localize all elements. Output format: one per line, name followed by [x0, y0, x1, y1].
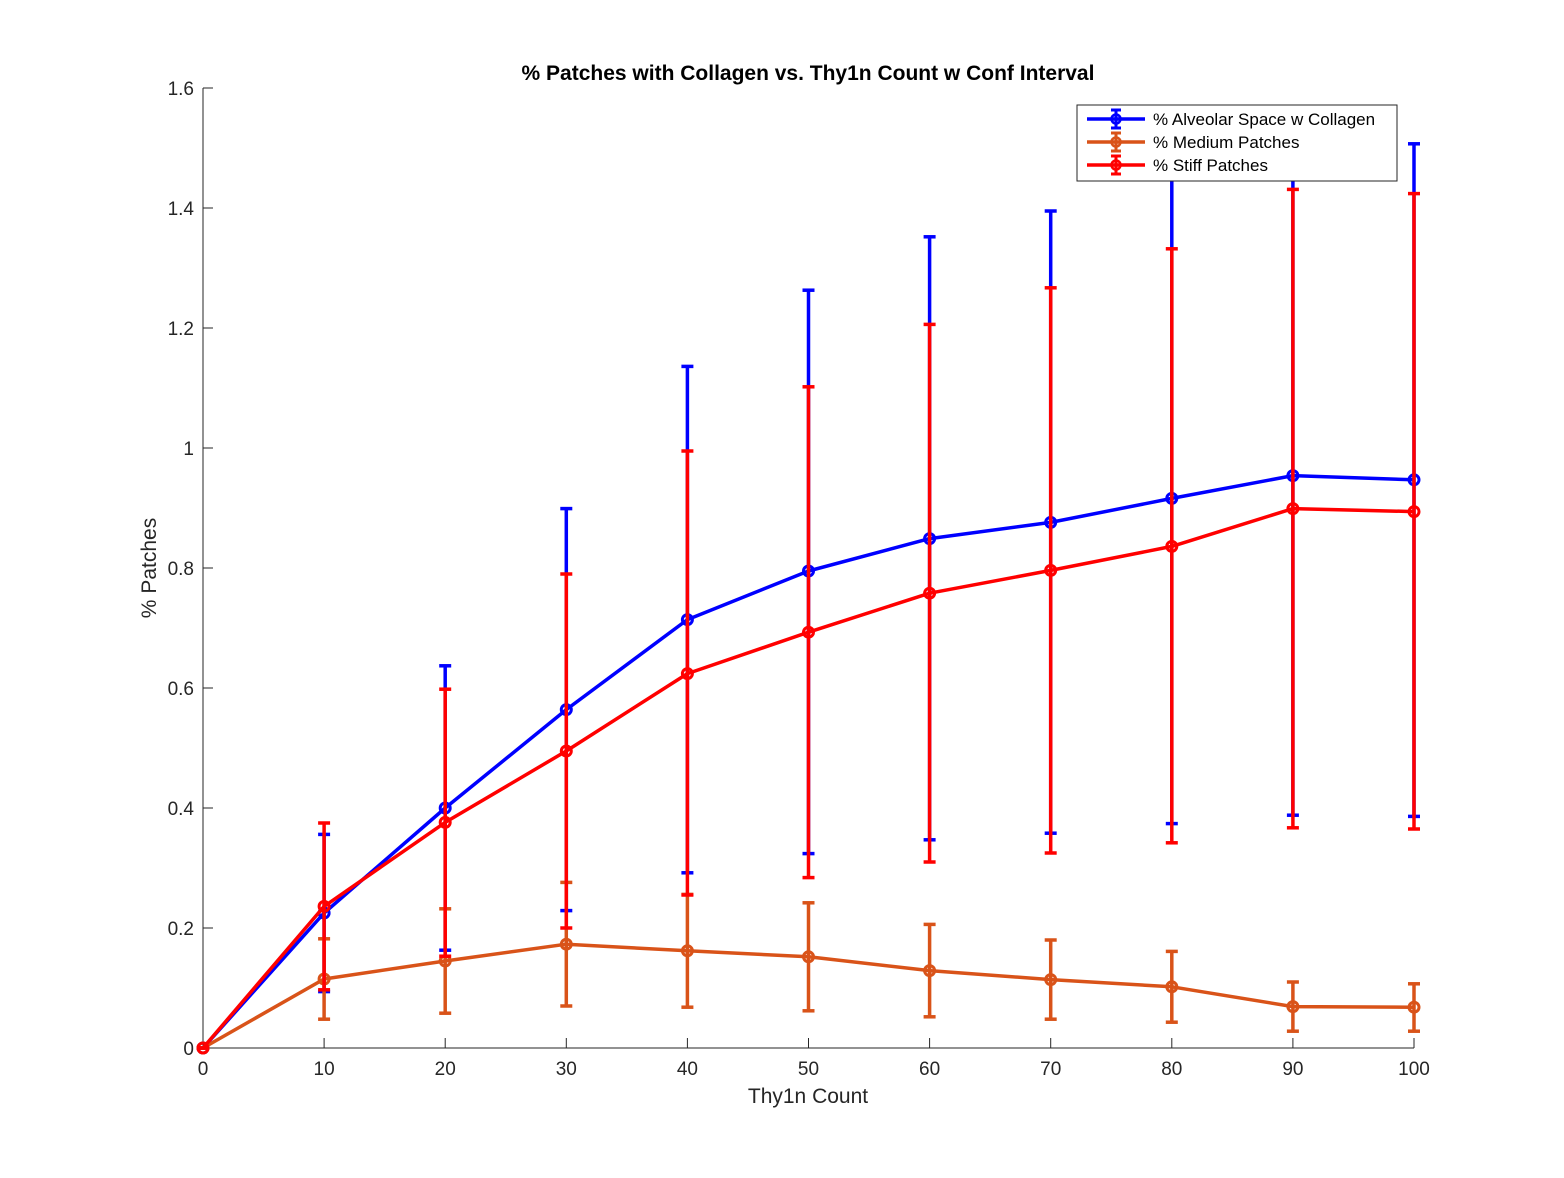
data-point [1407, 505, 1421, 519]
data-point [1044, 563, 1058, 577]
data-point [196, 1041, 210, 1055]
data-point [559, 744, 573, 758]
y-axis-label: % Patches [138, 518, 161, 618]
x-tick-label: 70 [1040, 1059, 1061, 1080]
plot-area [196, 134, 1421, 1055]
data-point [680, 667, 694, 681]
y-tick-label: 0.6 [168, 679, 194, 700]
chart-title: % Patches with Collagen vs. Thy1n Count … [522, 62, 1095, 85]
data-point [802, 625, 815, 639]
y-tick-label: 0 [183, 1039, 194, 1060]
legend-marker [1110, 136, 1122, 148]
y-tick-label: 1.2 [168, 319, 194, 340]
ticks: 0 10 20 30 40 50 60 70 80 90 100 0 0.2 0.4 0.6 0.8 1 1.2 1… [168, 79, 1430, 1080]
data-point [1165, 539, 1179, 553]
x-tick-label: 100 [1398, 1059, 1430, 1080]
x-tick-label: 0 [198, 1059, 209, 1080]
data-point [317, 899, 331, 913]
legend-label: % Stiff Patches [1153, 156, 1268, 175]
x-tick-label: 90 [1282, 1059, 1303, 1080]
x-tick-label: 10 [314, 1059, 335, 1080]
data-point [1165, 980, 1179, 994]
data-point [802, 950, 815, 964]
data-point [923, 964, 937, 978]
legend-label: % Alveolar Space w Collagen [1153, 110, 1375, 129]
y-tick-label: 0.2 [168, 919, 194, 940]
y-tick-label: 0.8 [168, 559, 194, 580]
x-tick-label: 50 [798, 1059, 819, 1080]
series-medium-patches [196, 880, 1421, 1055]
y-tick-label: 0.4 [168, 799, 195, 820]
data-point [1407, 1000, 1421, 1014]
x-tick-label: 20 [435, 1059, 456, 1080]
x-tick-label: 30 [556, 1059, 577, 1080]
legend-label: % Medium Patches [1153, 133, 1299, 152]
data-point [680, 944, 694, 958]
series-stiff-patches [196, 187, 1421, 1055]
legend: % Alveolar Space w Collagen % Medium Patc… [1076, 104, 1398, 182]
x-axis-label: Thy1n Count [748, 1085, 868, 1108]
legend-marker [1110, 159, 1122, 171]
x-tick-label: 60 [919, 1059, 940, 1080]
y-tick-label: 1.4 [168, 199, 195, 220]
series-line [201, 506, 1415, 1050]
legend-marker [1110, 113, 1122, 125]
series-line [202, 942, 1415, 1050]
data-point [1044, 973, 1058, 987]
data-point [438, 815, 452, 829]
data-point [1286, 502, 1300, 516]
y-tick-label: 1 [183, 439, 194, 460]
y-tick-label: 1.6 [168, 79, 194, 100]
x-tick-label: 40 [677, 1059, 698, 1080]
data-point [1286, 1000, 1300, 1014]
x-tick-label: 80 [1161, 1059, 1182, 1080]
data-point [923, 586, 937, 600]
data-point [559, 937, 573, 951]
